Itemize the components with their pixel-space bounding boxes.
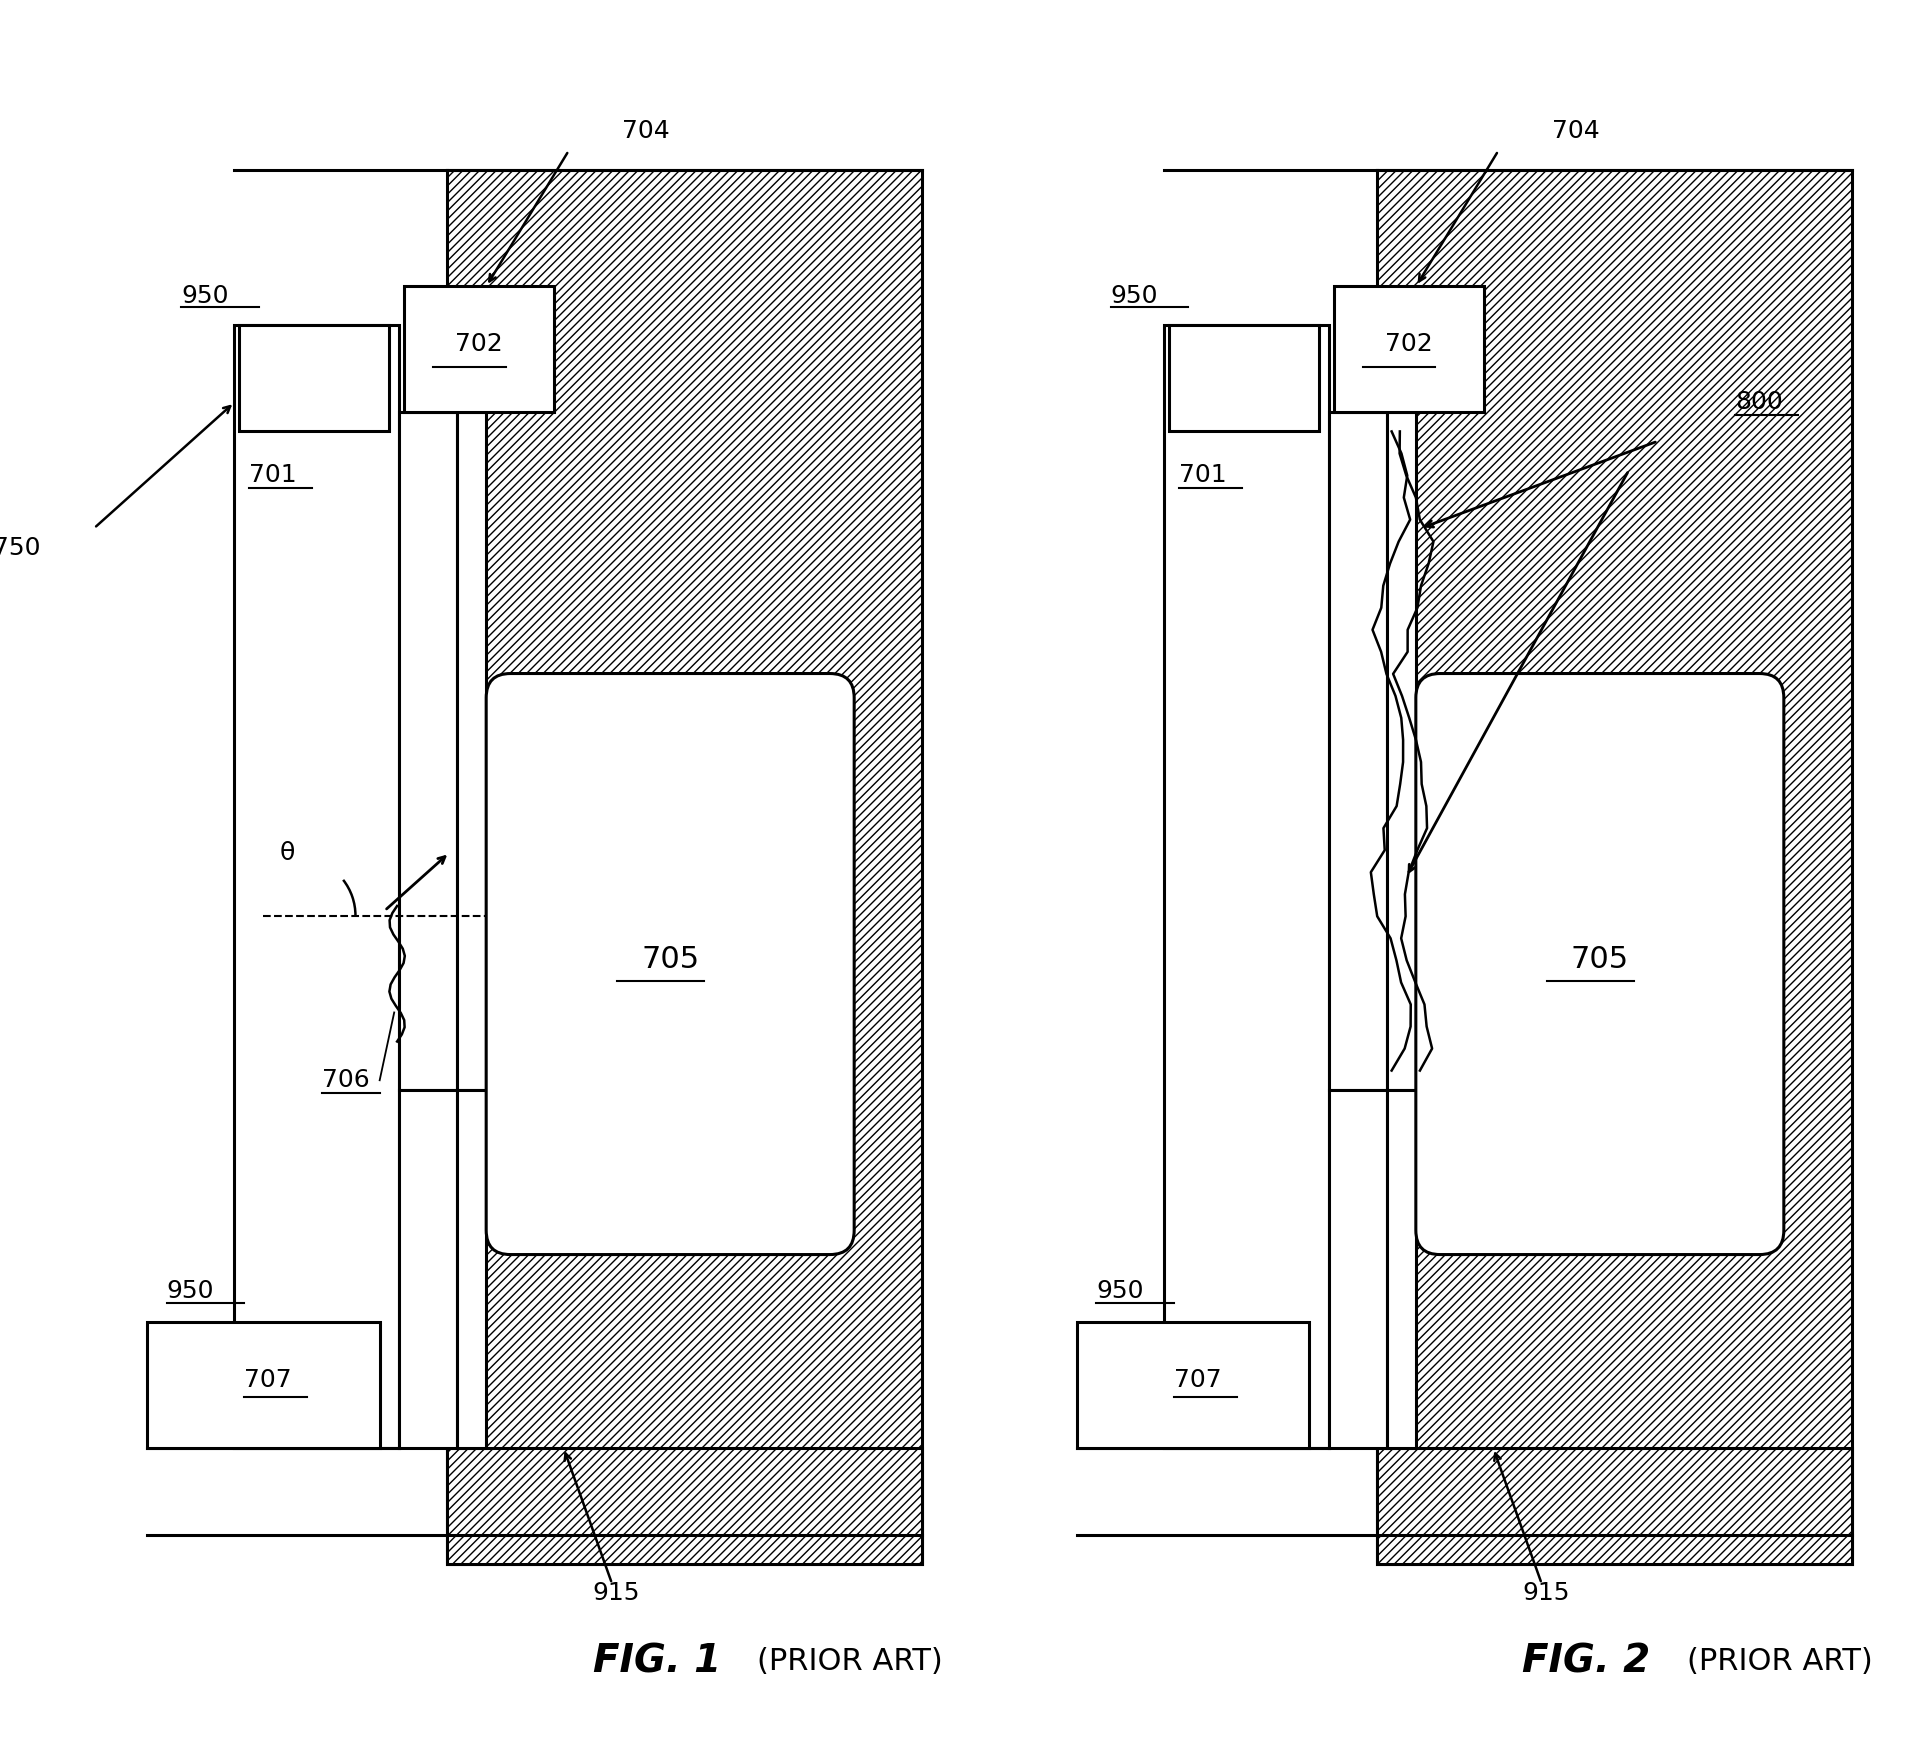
Bar: [403, 287, 554, 412]
Text: 704: 704: [1553, 119, 1600, 143]
Text: 915: 915: [1522, 1581, 1570, 1605]
Text: 950: 950: [1096, 1279, 1143, 1303]
FancyBboxPatch shape: [1417, 674, 1784, 1254]
Bar: [1333, 287, 1484, 412]
Bar: [235, 325, 400, 1448]
FancyBboxPatch shape: [486, 674, 855, 1254]
Bar: [447, 1448, 922, 1565]
Text: 706: 706: [321, 1067, 369, 1092]
Bar: [1076, 1322, 1310, 1448]
Text: 701: 701: [249, 463, 296, 487]
Bar: [147, 1322, 380, 1448]
Bar: [1164, 325, 1329, 1448]
Text: 702: 702: [1384, 332, 1432, 356]
Text: (PRIOR ART): (PRIOR ART): [1686, 1647, 1872, 1675]
Text: 950: 950: [166, 1279, 214, 1303]
Bar: [1329, 412, 1386, 1090]
Text: (PRIOR ART): (PRIOR ART): [757, 1647, 943, 1675]
Bar: [1329, 1090, 1386, 1448]
Text: FIG. 1: FIG. 1: [593, 1642, 721, 1681]
Bar: [1377, 1448, 1851, 1565]
Text: 950: 950: [1111, 283, 1159, 307]
Text: 915: 915: [593, 1581, 641, 1605]
Text: FIG. 2: FIG. 2: [1522, 1642, 1650, 1681]
Bar: [447, 169, 922, 1565]
Text: 705: 705: [641, 945, 700, 973]
Text: 707: 707: [245, 1368, 293, 1392]
Bar: [457, 1090, 486, 1448]
Bar: [457, 412, 486, 1090]
Text: 702: 702: [455, 332, 503, 356]
Bar: [400, 1090, 457, 1448]
Text: 750: 750: [0, 536, 40, 559]
Bar: [400, 412, 457, 1090]
Text: 707: 707: [1174, 1368, 1222, 1392]
Bar: [1386, 1090, 1417, 1448]
Text: 705: 705: [1572, 945, 1629, 973]
Text: 701: 701: [1178, 463, 1226, 487]
Bar: [239, 325, 390, 432]
Text: 950: 950: [182, 283, 229, 307]
Text: 704: 704: [621, 119, 669, 143]
Text: θ: θ: [279, 840, 294, 865]
Bar: [1386, 412, 1417, 1090]
Text: 800: 800: [1736, 390, 1784, 414]
Bar: [1168, 325, 1319, 432]
Bar: [1377, 169, 1851, 1565]
